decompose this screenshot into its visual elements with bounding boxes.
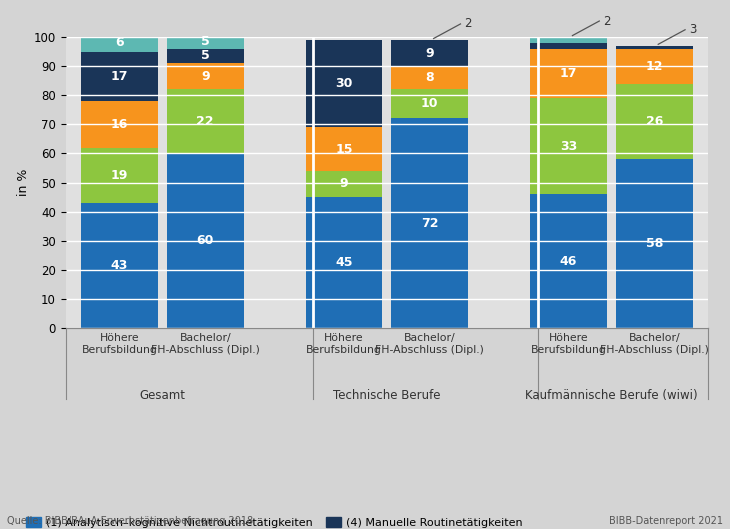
- Bar: [306, 171, 383, 197]
- Text: 17: 17: [560, 67, 577, 80]
- Bar: [530, 37, 607, 43]
- Text: 5: 5: [201, 35, 210, 48]
- Text: 15: 15: [335, 142, 353, 156]
- Text: 9: 9: [339, 177, 348, 190]
- Bar: [306, 197, 383, 328]
- Bar: [167, 34, 244, 49]
- Bar: [306, 127, 383, 171]
- Bar: [391, 66, 468, 89]
- Text: 19: 19: [111, 169, 128, 182]
- Text: 12: 12: [645, 60, 663, 72]
- Bar: [530, 49, 607, 98]
- Bar: [530, 98, 607, 194]
- Bar: [81, 34, 158, 51]
- Text: Bachelor/
FH-Abschluss (Dipl.): Bachelor/ FH-Abschluss (Dipl.): [375, 333, 484, 355]
- Text: 10: 10: [421, 97, 439, 111]
- Text: BIBB-Datenreport 2021: BIBB-Datenreport 2021: [609, 516, 723, 526]
- Bar: [81, 203, 158, 328]
- Text: 5: 5: [201, 49, 210, 62]
- Bar: [616, 46, 693, 49]
- Text: Technische Berufe: Technische Berufe: [333, 389, 441, 402]
- Text: 72: 72: [421, 217, 439, 230]
- Text: 22: 22: [196, 115, 214, 128]
- Text: 16: 16: [111, 118, 128, 131]
- Text: 9: 9: [201, 70, 210, 83]
- Text: 8: 8: [426, 71, 434, 84]
- Y-axis label: in %: in %: [17, 169, 29, 196]
- Bar: [391, 118, 468, 328]
- Text: 43: 43: [111, 259, 128, 272]
- Bar: [306, 40, 383, 127]
- Bar: [616, 49, 693, 84]
- Bar: [167, 89, 244, 153]
- Bar: [530, 43, 607, 49]
- Text: Höhere
Berufsbildung: Höhere Berufsbildung: [82, 333, 158, 355]
- Bar: [81, 51, 158, 101]
- Text: 60: 60: [196, 234, 214, 247]
- Text: Gesamt: Gesamt: [139, 389, 185, 402]
- Bar: [616, 159, 693, 328]
- Text: 6: 6: [115, 37, 123, 49]
- Bar: [391, 89, 468, 118]
- Text: Bachelor/
FH-Abschluss (Dipl.): Bachelor/ FH-Abschluss (Dipl.): [151, 333, 260, 355]
- Text: 26: 26: [646, 115, 663, 128]
- Bar: [167, 153, 244, 328]
- Bar: [81, 148, 158, 203]
- Text: Quelle: BIBB/BAuA-Erwerbstätigenbefragung 2018: Quelle: BIBB/BAuA-Erwerbstätigenbefragun…: [7, 516, 253, 526]
- Bar: [167, 49, 244, 63]
- Text: 30: 30: [335, 77, 353, 90]
- Bar: [391, 40, 468, 66]
- Text: 3: 3: [689, 23, 696, 37]
- Bar: [167, 63, 244, 89]
- Bar: [616, 84, 693, 159]
- Text: 58: 58: [646, 237, 663, 250]
- Text: 46: 46: [560, 254, 577, 268]
- Text: 45: 45: [335, 256, 353, 269]
- Text: Kaufmännische Berufe (wiwi): Kaufmännische Berufe (wiwi): [525, 389, 698, 402]
- Bar: [81, 101, 158, 148]
- Text: 9: 9: [426, 47, 434, 60]
- Text: 33: 33: [560, 140, 577, 153]
- Text: 2: 2: [464, 17, 472, 31]
- Text: Höhere
Berufsbildung: Höhere Berufsbildung: [531, 333, 607, 355]
- Text: Bachelor/
FH-Abschluss (Dipl.): Bachelor/ FH-Abschluss (Dipl.): [600, 333, 709, 355]
- Text: 2: 2: [603, 14, 610, 28]
- Legend: (1) Analytisch–kognitive Nichtroutinetätigkeiten, (2) Interaktive Nichtroutinetä: (1) Analytisch–kognitive Nichtroutinetät…: [26, 517, 549, 529]
- Text: 17: 17: [111, 70, 128, 83]
- Bar: [530, 194, 607, 328]
- Text: Höhere
Berufsbildung: Höhere Berufsbildung: [306, 333, 382, 355]
